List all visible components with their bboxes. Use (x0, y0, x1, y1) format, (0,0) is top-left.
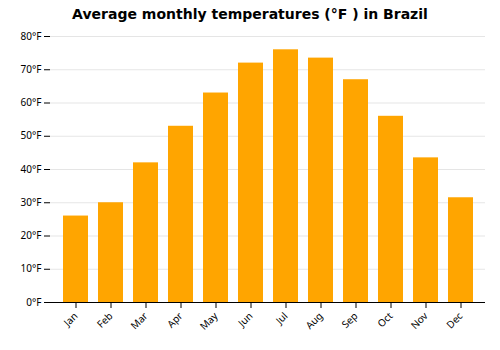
svg-text:50°F: 50°F (21, 128, 42, 142)
svg-text:Feb: Feb (93, 309, 115, 331)
svg-text:0°F: 0°F (26, 295, 41, 309)
svg-text:10°F: 10°F (21, 261, 42, 275)
svg-text:40°F: 40°F (21, 162, 42, 176)
svg-text:60°F: 60°F (21, 95, 42, 109)
svg-text:Aug: Aug (302, 309, 325, 332)
svg-text:70°F: 70°F (21, 62, 42, 76)
svg-text:Sep: Sep (338, 309, 360, 331)
svg-text:Jun: Jun (234, 309, 255, 330)
svg-text:Mar: Mar (127, 309, 150, 332)
svg-text:Nov: Nov (407, 308, 431, 332)
svg-text:Jul: Jul (272, 309, 291, 328)
svg-text:May: May (196, 308, 221, 333)
svg-text:80°F: 80°F (21, 29, 42, 43)
svg-text:30°F: 30°F (21, 195, 42, 209)
svg-text:Apr: Apr (164, 309, 186, 331)
svg-text:Jan: Jan (60, 309, 81, 330)
svg-text:Dec: Dec (443, 309, 466, 332)
svg-text:20°F: 20°F (21, 228, 42, 242)
svg-text:Oct: Oct (374, 309, 396, 331)
html-text:Average monthly temperatures (: Average monthly temperatures (°F ) in Br… (72, 6, 428, 22)
